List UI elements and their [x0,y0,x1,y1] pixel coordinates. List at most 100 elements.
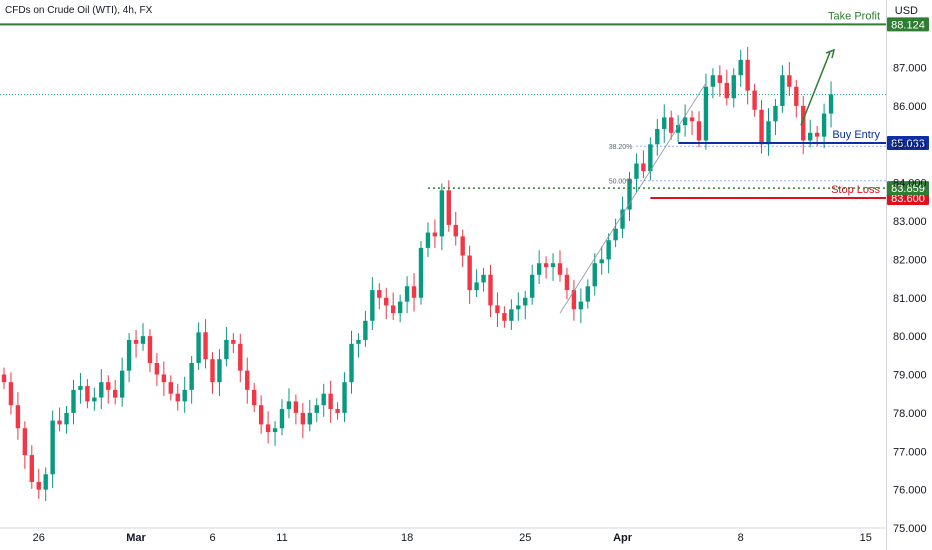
candle-body [578,301,584,310]
take-profit-price-value: 88.124 [891,19,925,31]
candle-body [272,428,278,433]
candle-body [92,397,97,402]
candle-body [78,386,83,390]
candle-body [189,363,194,390]
candle-body [620,209,625,229]
candle-body [411,286,417,298]
candle-body [203,332,208,360]
candle-body [314,405,319,413]
candle-body [15,405,21,429]
price-tick-label: 83.000 [893,216,927,228]
buy-entry-price-value: 85.033 [891,138,925,150]
candle-body [557,263,563,275]
candle-body [550,263,556,268]
candle-body [669,117,674,133]
candle-body [71,389,76,413]
candle-body [655,128,660,145]
buy-entry-price-badge [887,136,929,151]
take-profit-label: Take Profit [828,10,880,22]
candle-body [564,274,570,291]
candle-body [8,382,14,406]
candle-body [808,132,813,141]
price-tick-label: 87.000 [893,63,927,75]
candle-body [384,297,389,306]
candle-body [279,409,285,429]
candle-body [731,75,736,99]
candle-body [349,343,354,383]
price-tick-label: 79.000 [893,370,927,382]
candle-body [814,132,820,137]
projection-arrow-line [800,51,831,126]
candle-body [641,163,646,172]
candle-body [252,389,257,406]
candle-body [154,363,160,375]
candle-body [516,305,521,310]
candle-body [599,259,604,264]
candle-body [126,339,132,371]
candle-body [682,117,688,126]
candle-body [828,94,834,114]
candle-body [571,290,577,310]
price-tick-label: 77.000 [893,446,927,458]
fib-level-label: 50.00% [609,179,633,186]
candle-body [161,374,167,383]
candle-body [231,339,236,344]
candle-body [50,420,55,475]
price-axis-border [886,0,887,550]
price-tick-label: 80.000 [893,331,927,343]
candle-body [495,305,500,314]
candle-body [258,405,264,425]
candle-body [404,286,410,302]
time-tick-label: Apr [613,532,633,544]
projection-arrowhead-icon [825,48,836,59]
candle-body [703,86,709,141]
candle-body [780,75,785,106]
time-tick-label: 8 [738,532,744,544]
candle-body [592,263,597,287]
candle-body [675,125,681,133]
candle-body [446,190,451,225]
candle-body [543,263,549,268]
candle-body [432,232,438,237]
candle-body [662,117,667,129]
buy-entry-label: Buy Entry [832,129,880,141]
candle-body [224,339,229,360]
candle-body [113,389,118,398]
time-tick-label: 25 [519,532,531,544]
price-tick-label: 78.000 [893,408,927,420]
stop-loss-price-value: 83.600 [891,193,925,205]
time-tick-label: 18 [401,532,413,544]
candle-body [363,320,368,340]
time-tick-label: 26 [33,532,45,544]
time-axis[interactable]: 26 Mar 6 11 18 25 Apr 8 15 [0,527,886,544]
candle-body [745,59,750,91]
candle-body [509,309,514,321]
candle-body [22,428,28,456]
candle-body [787,75,792,87]
candle-body [210,359,215,383]
candle-body [147,336,153,364]
candle-body [342,382,347,413]
candle-body [300,412,306,425]
candle-body [328,393,333,410]
candle-body [585,286,590,302]
candle-body [738,59,743,76]
price-tick-label: 84.000 [893,178,927,190]
candle-body [397,301,403,314]
candle-body [689,117,695,122]
candle-body [523,297,528,306]
price-tick-label: 85.000 [893,139,927,151]
candle-body [307,412,312,425]
price-tick-label: 86.000 [893,101,927,113]
swing-high-price-value: 83.859 [891,183,925,195]
symbol-title: CFDs on Crude Oil (WTI), 4h, FX [5,5,153,16]
candle-body [536,263,542,275]
candle-body [64,412,69,425]
candle-body [377,290,382,298]
currency-label[interactable]: USD [894,5,918,17]
candle-body [418,247,424,298]
price-tick-label: 76.000 [893,485,927,497]
candle-body [245,370,250,390]
